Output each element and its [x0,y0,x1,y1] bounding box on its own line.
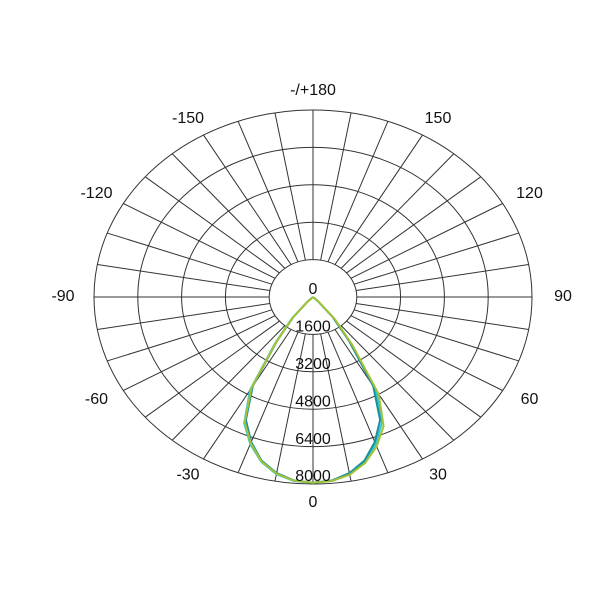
spoke [346,320,482,418]
spoke [107,309,272,362]
spoke [203,329,292,460]
spoke [340,325,455,441]
spoke [327,331,389,473]
spoke [97,264,270,291]
spoke [356,303,529,330]
spoke [97,303,270,330]
angle-label: -30 [176,467,199,484]
angle-label: 0 [309,494,318,511]
angle-label: -60 [85,391,108,408]
spoke [340,153,455,269]
spoke [354,309,519,362]
r-tick-label: 3200 [295,356,331,373]
angle-label: 90 [554,288,572,305]
spoke [274,333,306,482]
spoke [171,153,286,269]
angle-label: 30 [429,467,447,484]
spoke [237,121,299,263]
angle-label: 120 [516,185,543,202]
spoke [356,264,529,291]
r-tick-label: 6400 [295,431,331,448]
spoke [237,331,299,473]
spoke [354,232,519,285]
spoke [320,333,352,482]
angle-label: -120 [80,185,112,202]
spoke [171,325,286,441]
angle-label: -/+180 [290,82,336,99]
r-tick-label: 1600 [295,319,331,336]
spoke [107,232,272,285]
r-tick-label: 8000 [295,468,331,485]
angle-label: 60 [521,391,539,408]
spoke [144,176,280,274]
spoke [334,134,423,265]
spoke [123,315,276,391]
spoke [144,320,280,418]
r-tick-label: 4800 [295,393,331,410]
spoke [123,203,276,279]
intensity-curve [243,296,385,484]
spoke [346,176,482,274]
angle-label: -150 [172,110,204,127]
spoke [274,112,306,261]
spoke [203,134,292,265]
spoke [327,121,389,263]
angle-label: 150 [425,110,452,127]
spoke [350,203,503,279]
spoke [350,315,503,391]
angle-label: -90 [51,288,74,305]
spoke [320,112,352,261]
r-tick-label: 0 [309,281,318,298]
